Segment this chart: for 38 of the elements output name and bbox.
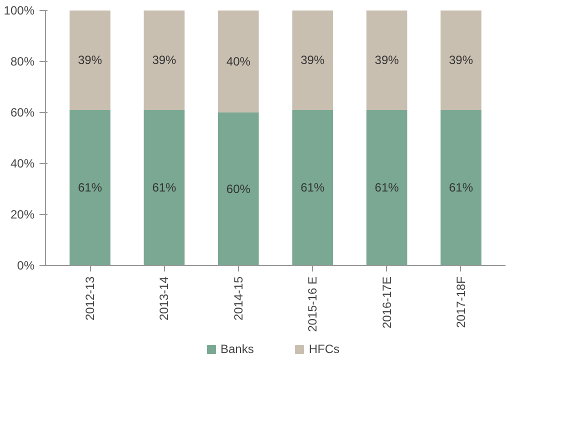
bar <box>440 110 482 266</box>
x-tick-label: 2017-18F <box>454 276 468 328</box>
data-label: 61% <box>78 180 102 195</box>
data-label: 39% <box>300 53 325 68</box>
bar <box>70 10 110 110</box>
bar <box>144 10 185 110</box>
y-tick-label: 80% <box>10 54 35 68</box>
y-tick-label: 60% <box>10 106 35 120</box>
bar <box>218 112 259 266</box>
bar <box>440 10 482 110</box>
legend-label: HFCs <box>308 342 340 356</box>
data-label: 39% <box>448 53 474 68</box>
y-tick-label: 0% <box>17 258 35 272</box>
data-label: 61% <box>374 180 400 195</box>
bar <box>144 110 185 266</box>
data-label: 61% <box>152 180 177 195</box>
data-label: 61% <box>448 180 474 195</box>
bar <box>218 10 259 112</box>
data-label: 60% <box>226 182 251 196</box>
bar <box>366 110 408 266</box>
x-tick-label: 2015-16 E <box>306 276 320 332</box>
bar <box>292 110 333 266</box>
bar <box>70 110 110 266</box>
data-label: 39% <box>78 53 102 68</box>
y-tick-label: 100% <box>4 4 35 18</box>
x-tick-label: 2013-14 <box>157 276 172 321</box>
x-tick-label: 2012-13 <box>83 276 98 321</box>
legend-label: Banks <box>220 342 254 356</box>
data-label: 61% <box>300 180 325 195</box>
data-label: 39% <box>374 53 400 68</box>
x-tick-label: 2014-15 <box>231 276 246 321</box>
x-tick-label: 2016-17E <box>380 276 394 329</box>
data-label: 39% <box>152 53 177 68</box>
y-tick-label: 40% <box>10 156 35 170</box>
y-tick-label: 20% <box>10 208 35 222</box>
data-label: 40% <box>226 54 251 68</box>
bar <box>366 10 408 110</box>
bar <box>292 10 333 110</box>
